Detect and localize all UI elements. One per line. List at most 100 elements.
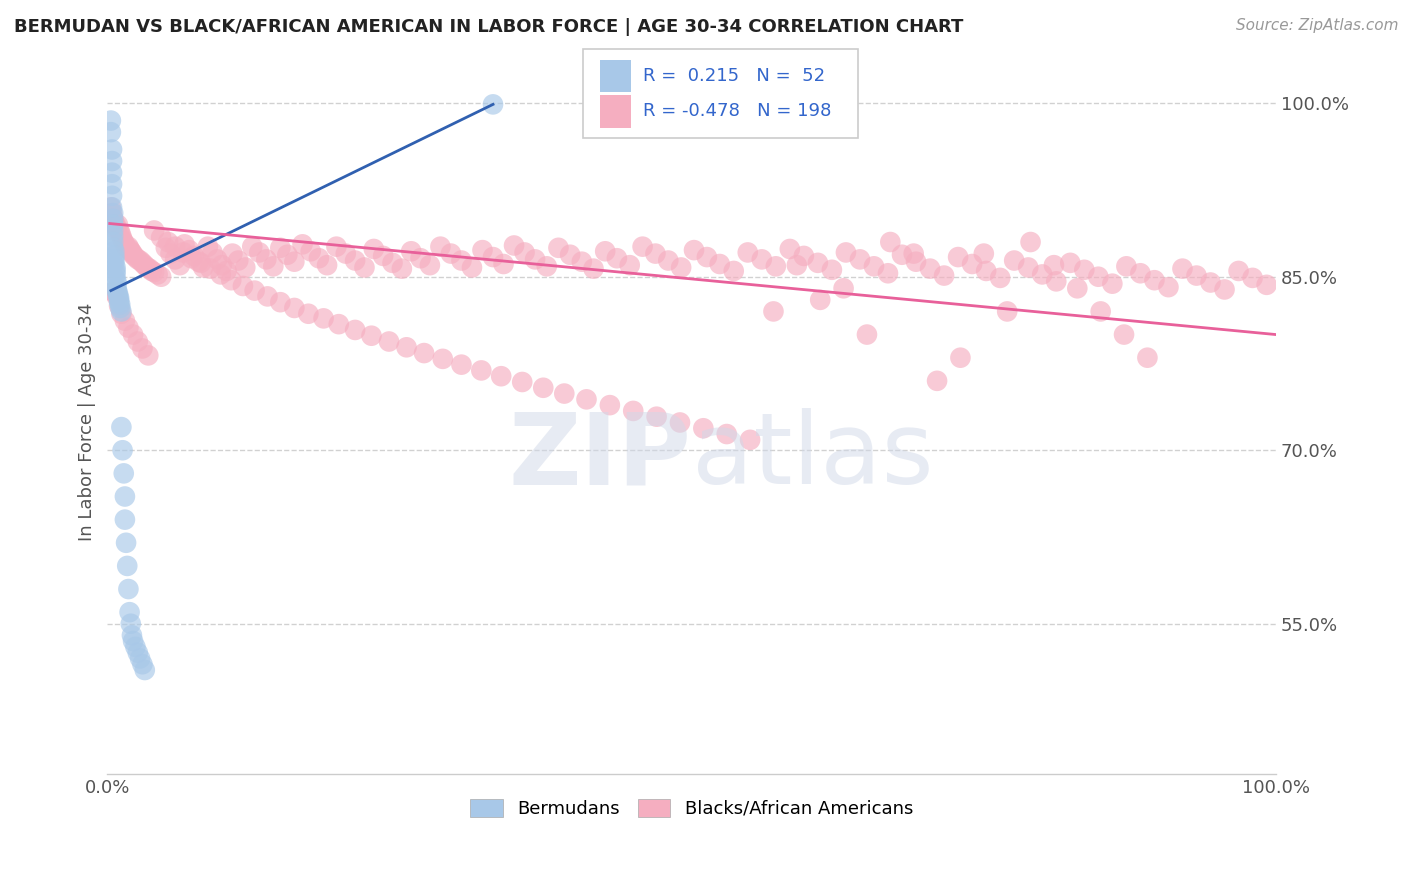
Point <box>115 241 138 255</box>
Point <box>1087 269 1109 284</box>
Point <box>419 258 441 272</box>
Point <box>124 250 146 264</box>
Point <box>105 281 128 295</box>
Point <box>360 328 382 343</box>
Point <box>949 351 972 365</box>
Point <box>582 261 605 276</box>
Point <box>283 254 305 268</box>
Point <box>413 346 436 360</box>
Point <box>645 409 668 424</box>
Point <box>127 252 149 267</box>
Point <box>308 251 330 265</box>
Point <box>1066 281 1088 295</box>
Point <box>138 261 160 276</box>
Legend: Bermudans, Blacks/African Americans: Bermudans, Blacks/African Americans <box>463 791 921 825</box>
Point <box>221 246 243 260</box>
Point <box>373 249 395 263</box>
Point <box>737 245 759 260</box>
Point <box>103 252 125 267</box>
Text: R =  0.215   N =  52: R = 0.215 N = 52 <box>643 67 825 85</box>
Point <box>200 261 222 276</box>
Point <box>450 253 472 268</box>
Point <box>108 299 131 313</box>
Point <box>378 334 401 349</box>
Point <box>877 266 900 280</box>
Point <box>683 243 706 257</box>
Point <box>134 258 156 272</box>
Point <box>136 348 159 362</box>
Point <box>104 264 127 278</box>
Point <box>1002 253 1025 268</box>
Point <box>131 256 153 270</box>
Point <box>762 304 785 318</box>
Point <box>832 281 855 295</box>
Point <box>599 398 621 412</box>
Point <box>482 97 505 112</box>
Point <box>575 392 598 407</box>
Point <box>103 244 125 259</box>
Point <box>644 246 666 260</box>
Point <box>492 257 515 271</box>
Point <box>150 269 173 284</box>
Point <box>1213 283 1236 297</box>
Point <box>122 248 145 262</box>
Point <box>1256 277 1278 292</box>
Point <box>531 381 554 395</box>
Point <box>247 245 270 260</box>
Point <box>105 284 128 298</box>
Point <box>751 252 773 267</box>
Point <box>399 244 422 259</box>
Point <box>409 251 432 265</box>
Point <box>606 251 628 265</box>
Point <box>328 317 350 331</box>
Point <box>105 223 128 237</box>
Point <box>503 238 526 252</box>
Point <box>429 240 451 254</box>
Point <box>117 240 139 254</box>
Point <box>209 268 232 282</box>
Point <box>335 246 357 260</box>
Point <box>1185 268 1208 283</box>
Point <box>510 375 533 389</box>
Point <box>471 243 494 257</box>
Point <box>513 245 536 260</box>
Point <box>136 260 159 275</box>
Point <box>103 229 125 244</box>
Point <box>974 264 997 278</box>
Point <box>103 256 125 270</box>
Point <box>207 252 229 267</box>
Point <box>995 304 1018 318</box>
Point <box>110 297 132 311</box>
Point <box>121 245 143 260</box>
Point <box>395 340 418 354</box>
Point <box>172 245 194 260</box>
Point <box>108 295 131 310</box>
Point <box>1019 235 1042 249</box>
Point <box>124 640 146 654</box>
Point <box>918 261 941 276</box>
Point <box>100 113 122 128</box>
Point <box>709 257 731 271</box>
Point <box>821 262 844 277</box>
Point <box>111 443 134 458</box>
Point <box>103 249 125 263</box>
Point <box>131 657 153 672</box>
Point <box>1129 266 1152 280</box>
Point <box>101 206 124 220</box>
Point <box>1031 268 1053 282</box>
Point <box>100 200 122 214</box>
Point <box>1059 256 1081 270</box>
Point <box>143 265 166 279</box>
Point <box>104 272 127 286</box>
Point <box>103 211 125 226</box>
Point <box>180 251 202 265</box>
Point <box>197 240 219 254</box>
Point <box>344 253 367 268</box>
Point <box>1143 273 1166 287</box>
Point <box>117 320 139 334</box>
Point <box>262 260 284 274</box>
Point <box>553 386 575 401</box>
Point <box>669 260 692 275</box>
Point <box>1136 351 1159 365</box>
Point <box>450 358 472 372</box>
